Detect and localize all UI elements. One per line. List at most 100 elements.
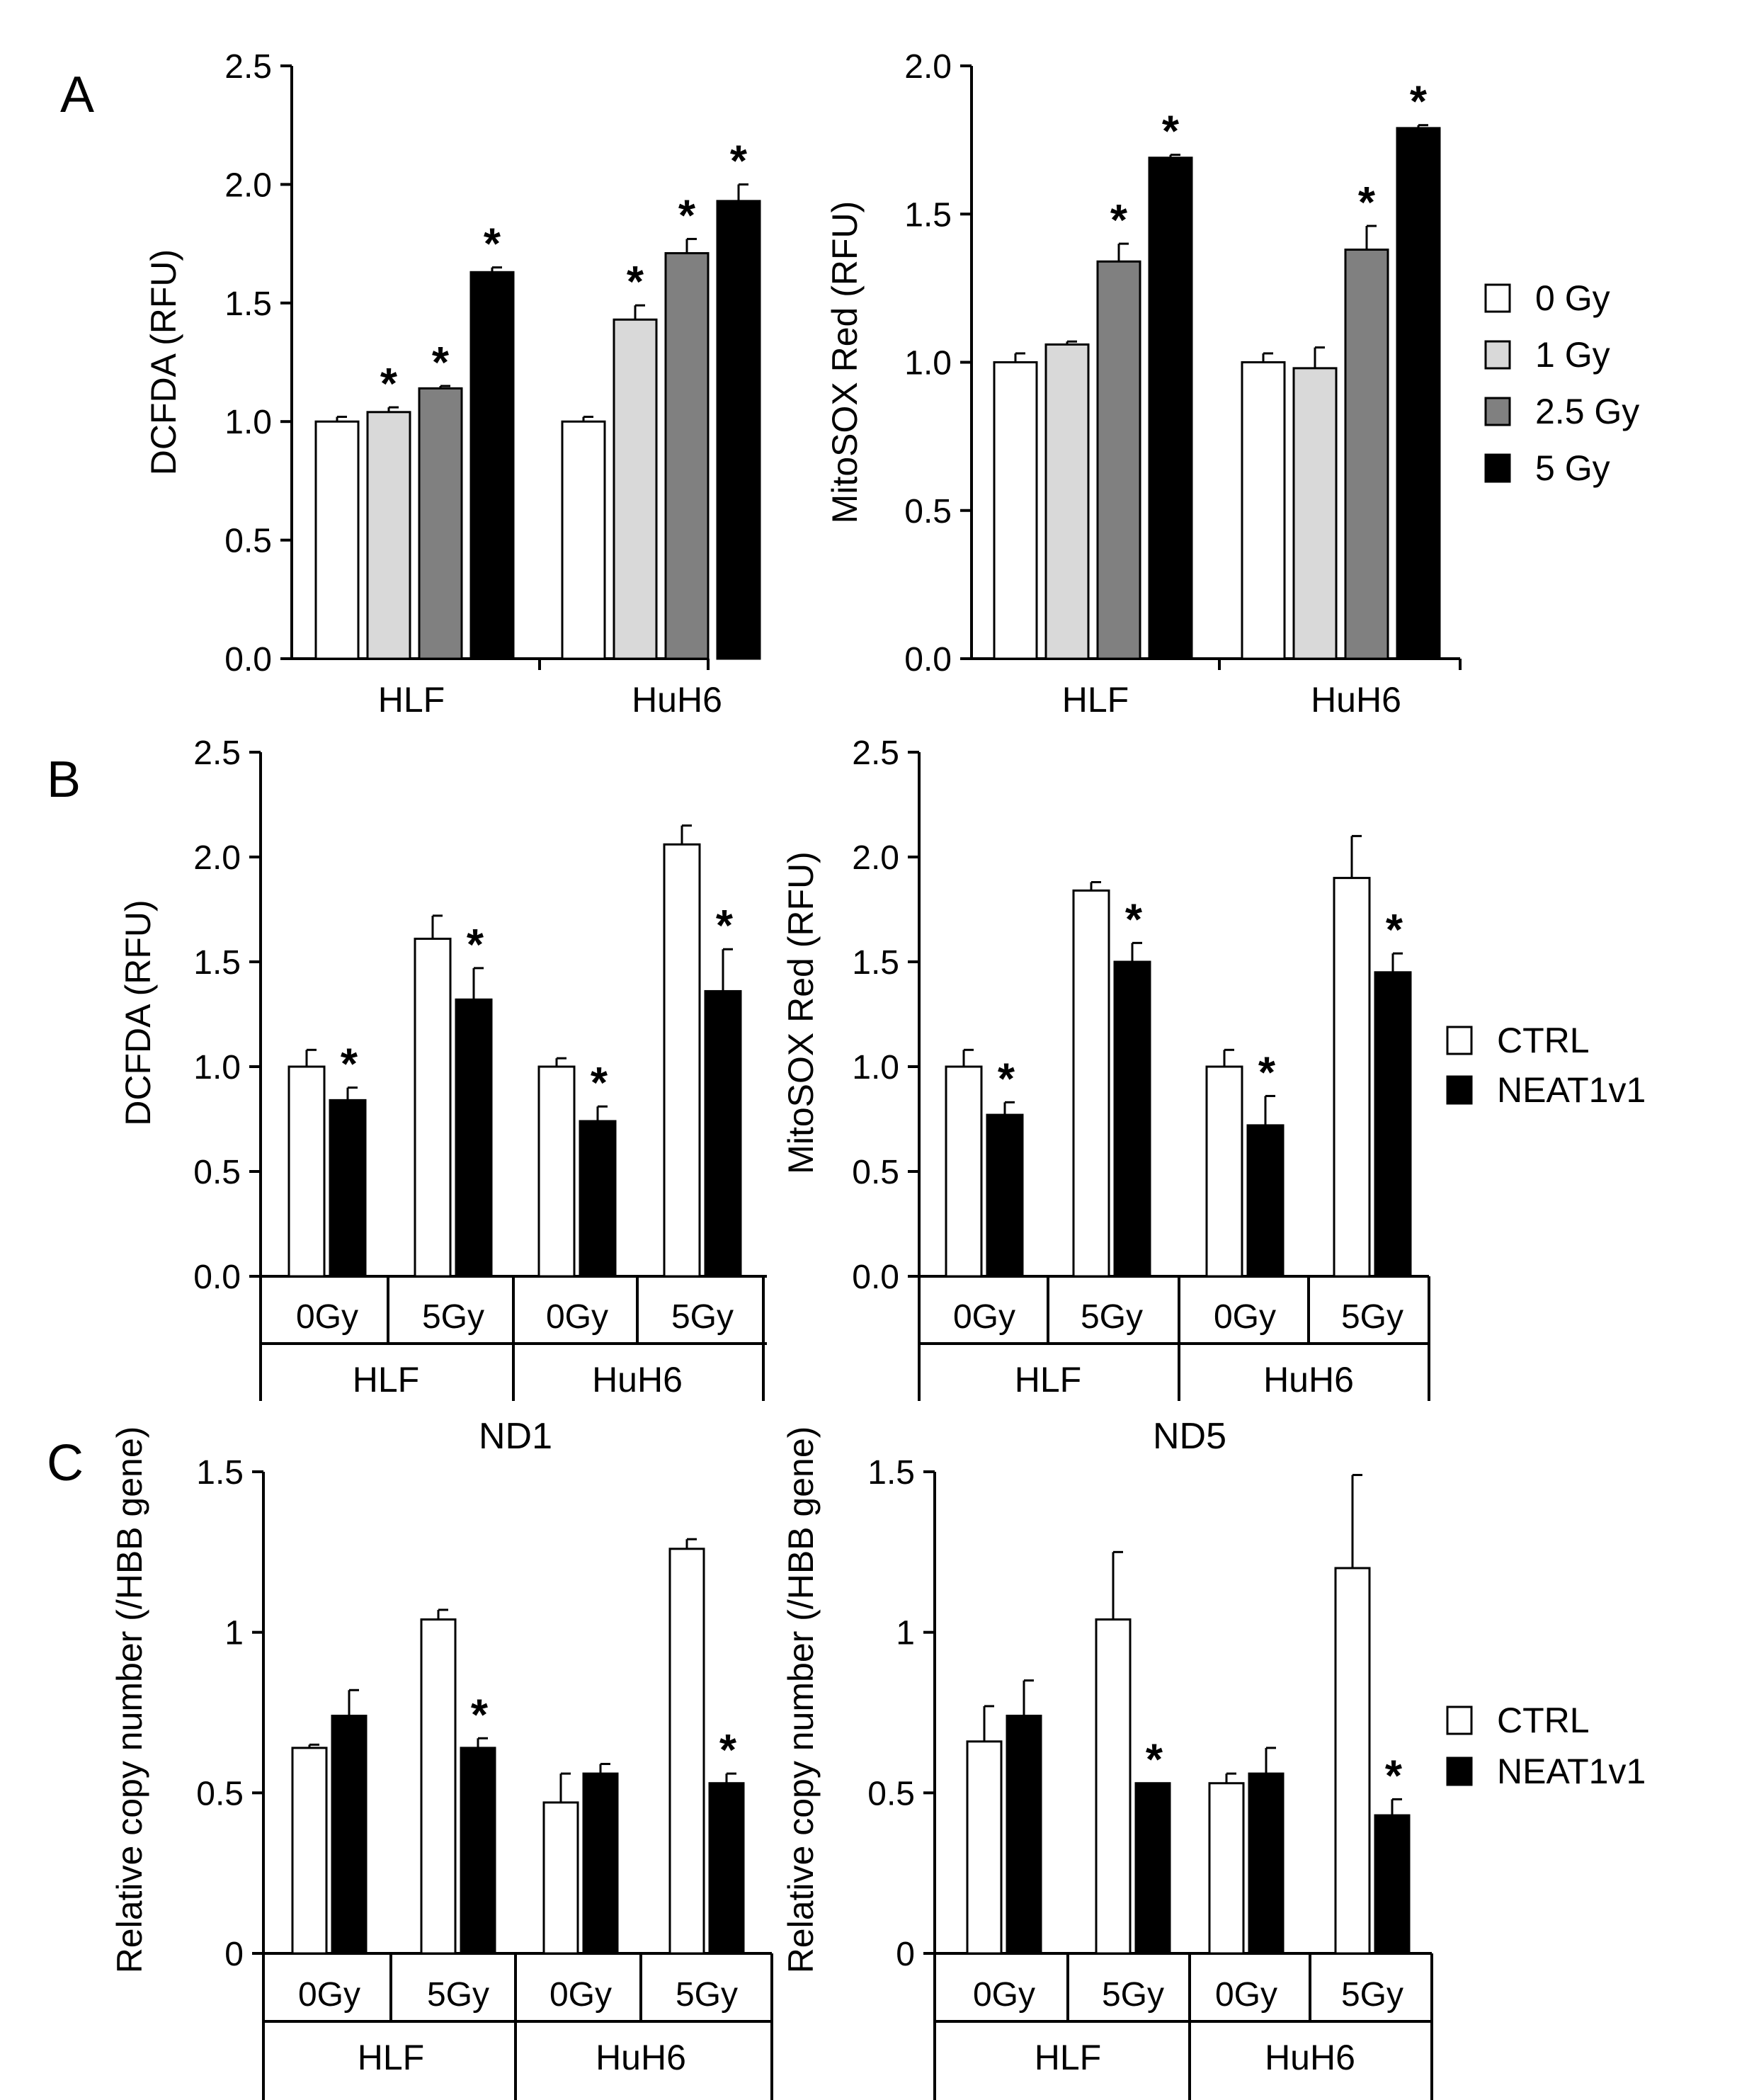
bar — [664, 251, 710, 660]
y-tick-label: 1.5 — [852, 944, 899, 982]
y-tick-label: 2.0 — [224, 166, 272, 204]
bar — [1374, 1814, 1411, 1955]
bar — [1208, 1782, 1245, 1955]
panel-label-c: C — [47, 1435, 84, 1492]
significance-star: * — [1385, 1752, 1403, 1800]
chart-b1: 0.0 0.5 1.0 1.5 2.0 2.5 DCFDA (RFU) * 0Gy * 5Gy * 0G… — [118, 734, 767, 1401]
legend-swatch — [1484, 453, 1511, 483]
legend-label: NEAT1v1 — [1497, 1752, 1646, 1791]
legend-ctrl-neat-c: CTRL NEAT1v1 — [1446, 1701, 1646, 1791]
legend-label: 2.5 Gy — [1535, 392, 1639, 431]
bar — [945, 1065, 983, 1278]
legend-swatch — [1484, 397, 1511, 426]
x-subgroup-label: 0Gy — [1214, 1298, 1276, 1336]
legend-label: NEAT1v1 — [1497, 1070, 1646, 1110]
y-axis-label: DCFDA (RFU) — [118, 899, 158, 1125]
bar — [1148, 157, 1193, 660]
y-axis-label: Relative copy number (/HBB gene) — [110, 1426, 149, 1974]
y-axis-label: DCFDA (RFU) — [144, 249, 183, 475]
x-group-label: HuH6 — [596, 2038, 686, 2077]
chart-c2: ND5 0 0.5 1 1.5 Relative copy number (/HBB ge… — [781, 1416, 1433, 2100]
y-tick-label: 2.5 — [224, 48, 272, 86]
bar — [561, 420, 606, 660]
legend-swatch — [1446, 1756, 1473, 1786]
charts-layer: 0.0 0.5 1.0 1.5 2.0 2.5 DCFDA (RFU) * * * HLF * * * Hu… — [110, 48, 1462, 2100]
y-tick-label: 1.5 — [196, 1454, 244, 1492]
y-tick-label: 1.0 — [193, 1049, 241, 1086]
chart-c1: ND1 0 0.5 1 1.5 Relative copy number (/HBB ge… — [110, 1416, 773, 2100]
bar — [704, 989, 742, 1278]
x-subgroup-label: 0Gy — [298, 1976, 360, 2014]
bar — [993, 361, 1038, 660]
y-tick-label: 0.0 — [852, 1259, 899, 1296]
bar — [1096, 260, 1141, 660]
bar — [460, 1747, 496, 1955]
bar — [1334, 1567, 1371, 1955]
significance-star: * — [591, 1059, 608, 1108]
significance-star: * — [471, 1691, 489, 1739]
legend-label: 5 Gy — [1535, 448, 1610, 488]
bar — [1246, 1124, 1285, 1278]
panel-label-b: B — [47, 751, 81, 808]
bar — [708, 1782, 745, 1955]
y-tick-label: 1.5 — [867, 1454, 915, 1492]
significance-star: * — [719, 1726, 737, 1775]
legend-swatch — [1484, 283, 1511, 313]
legend-ctrl-neat-b: CTRL NEAT1v1 — [1446, 1021, 1646, 1110]
x-subgroup-label: 5Gy — [1102, 1976, 1164, 2014]
legend-label: CTRL — [1497, 1021, 1590, 1060]
chart-title: ND5 — [1153, 1416, 1226, 1457]
y-tick-label: 1.0 — [904, 345, 952, 382]
y-axis-label: MitoSOX Red (RFU) — [825, 201, 865, 524]
y-tick-label: 1.5 — [193, 944, 241, 982]
x-subgroup-label: 0Gy — [549, 1976, 612, 2014]
y-tick-label: 1 — [224, 1615, 244, 1652]
bar — [1333, 877, 1371, 1278]
y-tick-label: 1.5 — [904, 196, 952, 234]
significance-star: * — [432, 339, 450, 387]
bar — [1006, 1715, 1042, 1955]
y-axis-label: MitoSOX Red (RFU) — [781, 851, 821, 1174]
y-tick-label: 0.5 — [224, 523, 272, 560]
bar — [1044, 343, 1090, 660]
bar — [537, 1065, 576, 1278]
y-tick-label: 2.0 — [852, 839, 899, 877]
y-axis-label: Relative copy number (/HBB gene) — [781, 1426, 821, 1974]
bar — [668, 1548, 705, 1955]
significance-star: * — [627, 258, 644, 307]
significance-star: * — [998, 1055, 1015, 1103]
legend-swatch — [1446, 1075, 1473, 1105]
bar — [613, 318, 658, 660]
x-subgroup-label: 0Gy — [1215, 1976, 1277, 2014]
y-tick-label: 2.0 — [904, 48, 952, 86]
y-tick-label: 0.5 — [196, 1775, 244, 1812]
bar — [1292, 367, 1338, 660]
significance-star: * — [1146, 1736, 1163, 1785]
significance-star: * — [1110, 196, 1128, 245]
x-group-label: HuH6 — [1311, 680, 1401, 720]
bar — [582, 1772, 619, 1955]
bar — [420, 1618, 457, 1955]
legend-label: CTRL — [1497, 1701, 1590, 1740]
y-tick-label: 0.0 — [193, 1259, 241, 1296]
x-subgroup-label: 5Gy — [422, 1298, 484, 1336]
y-tick-label: 0.5 — [852, 1154, 899, 1191]
x-subgroup-label: 5Gy — [671, 1298, 734, 1336]
bar — [455, 998, 493, 1278]
legend-swatch — [1484, 340, 1511, 370]
bar — [1095, 1618, 1132, 1955]
significance-star: * — [1410, 78, 1428, 127]
bar — [291, 1747, 328, 1955]
x-group-label: HLF — [358, 2038, 424, 2077]
bar — [287, 1065, 326, 1278]
significance-star: * — [1125, 895, 1143, 944]
legend-label: 0 Gy — [1535, 278, 1610, 318]
significance-star: * — [678, 191, 696, 240]
bar — [331, 1715, 368, 1955]
bar — [966, 1740, 1003, 1955]
significance-star: * — [484, 220, 501, 269]
bar — [542, 1801, 579, 1955]
bar — [579, 1120, 617, 1278]
x-group-label: HLF — [1035, 2038, 1101, 2077]
bar — [986, 1113, 1024, 1278]
